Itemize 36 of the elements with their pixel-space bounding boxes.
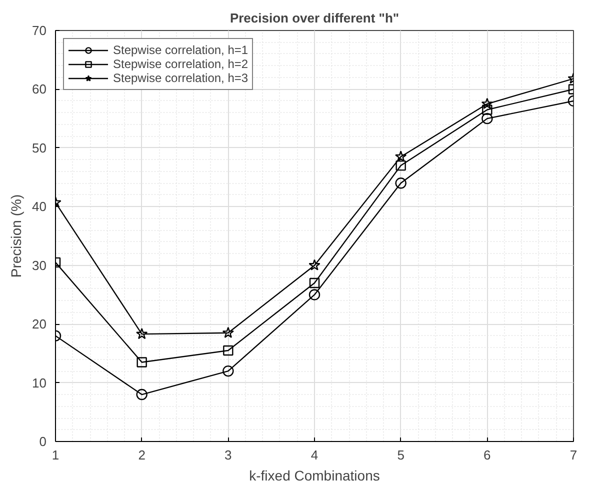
y-tick-label: 40: [32, 199, 47, 214]
point: [481, 98, 493, 109]
point: [395, 150, 407, 162]
point: [395, 178, 406, 189]
point: [223, 345, 234, 356]
point: [136, 357, 147, 368]
x-tick-label: 7: [570, 448, 578, 462]
point: [308, 289, 320, 300]
point: [136, 328, 148, 340]
legend-label: Stepwise correlation, h=1: [113, 43, 248, 57]
point: [222, 326, 234, 338]
y-tick-label: 50: [32, 140, 47, 156]
y-tick-label: 30: [32, 258, 47, 273]
point: [309, 278, 320, 288]
point: [396, 160, 406, 171]
y-tick-label: 20: [32, 316, 47, 332]
y-tick-label: 0: [39, 434, 47, 449]
x-tick-label: 6: [484, 448, 491, 462]
point: [482, 112, 493, 124]
y-tick-label: 60: [32, 82, 47, 97]
point: [482, 104, 492, 115]
point: [136, 388, 148, 400]
x-tick-label: 3: [224, 448, 232, 462]
point: [222, 365, 234, 377]
legend-label: Stepwise correlation, h=3: [113, 71, 248, 85]
x-axis-title: k-fixed Combinations: [249, 468, 380, 484]
legend-label: Stepwise correlation, h=2: [113, 57, 248, 71]
x-tick-label: 5: [397, 448, 404, 462]
y-tick-label: 70: [32, 23, 47, 38]
x-tick-label: 2: [138, 448, 146, 462]
y-axis-title: Precision (%): [8, 194, 24, 278]
point: [308, 259, 320, 270]
x-tick-label: 1: [52, 448, 60, 462]
x-tick-label: 4: [310, 448, 318, 462]
y-tick-label: 10: [32, 375, 47, 390]
chart-title: Precision over different "h": [230, 10, 400, 26]
